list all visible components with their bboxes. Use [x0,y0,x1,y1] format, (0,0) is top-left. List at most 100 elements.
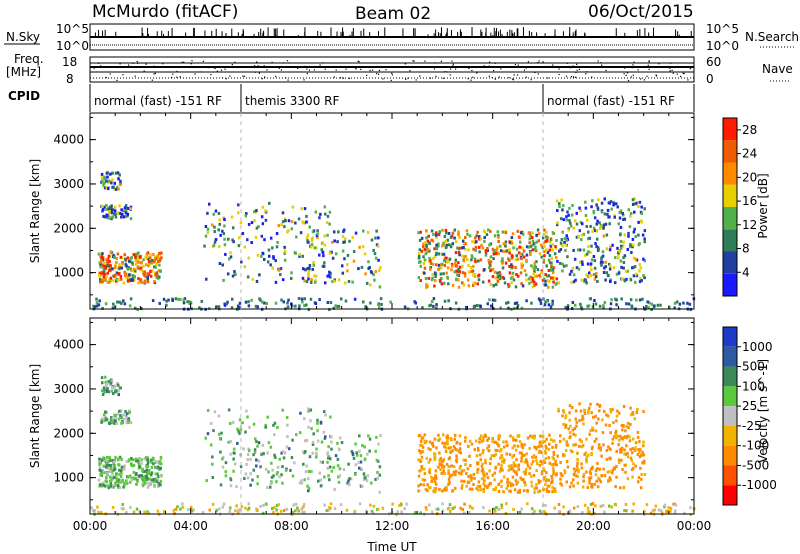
range-cell [516,274,520,278]
range-cell [262,257,266,261]
range-cell [124,204,128,208]
range-cell [469,474,473,478]
range-cell [140,458,143,462]
range-cell [130,268,134,272]
range-cell [440,459,444,463]
range-cell [152,252,155,256]
range-cell [425,456,429,460]
range-cell [328,251,332,255]
range-cell [435,507,438,511]
range-cell [538,449,542,453]
range-cell [598,227,602,231]
range-cell [137,460,140,464]
range-cell [543,228,546,232]
range-cell [432,476,436,480]
range-cell [115,271,119,275]
range-cell [542,244,546,248]
range-cell [614,256,617,260]
nave-dot [288,62,290,64]
range-cell [479,434,483,438]
nave-dot [253,65,256,67]
range-cell [543,232,546,236]
range-cell [156,509,160,513]
range-cell [276,465,280,469]
range-cell [305,220,308,224]
range-cell [351,280,354,284]
range-cell [420,436,424,440]
range-cell [500,506,504,510]
range-cell [612,201,615,205]
range-cell [619,208,623,212]
range-cell [102,456,105,460]
range-cell [629,243,632,247]
range-cell [106,257,110,261]
range-cell [305,464,308,468]
range-cell [338,467,342,471]
range-cell [541,461,544,465]
range-cell [144,263,148,267]
range-cell [213,230,216,234]
range-cell [176,297,180,301]
nave-dot [568,65,570,68]
range-cell [585,252,589,256]
range-cell [308,455,312,459]
range-cell [473,257,477,261]
nave-dot [597,62,599,64]
date-title: 06/Oct/2015 [588,2,694,22]
range-cell [435,235,438,239]
range-cell [229,452,232,456]
range-cell [431,262,435,266]
range-cell [316,421,319,425]
range-cell [636,431,640,435]
range-cell [106,387,109,391]
range-cell [468,234,472,238]
range-cell [521,446,525,450]
range-cell [104,375,107,379]
range-cell [155,275,158,279]
range-cell [643,229,647,233]
range-cell [476,230,479,234]
range-cell [497,508,501,512]
range-cell [269,485,272,489]
range-cell [563,237,567,241]
range-cell [435,243,438,247]
range-cell [678,302,682,306]
range-cell [376,476,379,480]
range-cell [641,233,645,237]
range-cell [152,462,155,466]
range-cell [590,513,594,517]
nave-dot [647,64,649,66]
range-cell [111,458,115,462]
range-cell [303,304,306,308]
range-cell [594,229,597,233]
range-cell [540,255,544,259]
range-cell [481,467,485,471]
nave-dot [470,79,472,81]
range-cell [539,298,542,302]
y-tick-label: 4000 [53,133,84,147]
range-cell [237,508,240,512]
nave-dot [143,70,145,72]
nave-dot [435,75,437,77]
range-cell [354,231,358,235]
range-cell [291,474,295,478]
range-cell [535,459,538,463]
range-cell [621,244,625,248]
nave-dot [243,75,246,77]
range-cell [487,436,490,440]
range-cell [609,264,612,268]
range-cell [534,282,538,286]
nave-dot [145,63,147,65]
range-cell [437,268,440,272]
range-cell [244,430,247,434]
range-cell [615,429,618,433]
range-cell [110,416,113,420]
range-cell [491,473,494,477]
range-cell [511,446,514,450]
range-cell [622,266,625,270]
range-cell [294,509,297,513]
colorbar-swatch [723,327,737,347]
range-cell [562,410,566,414]
range-cell [631,437,635,441]
range-cell [628,225,632,229]
